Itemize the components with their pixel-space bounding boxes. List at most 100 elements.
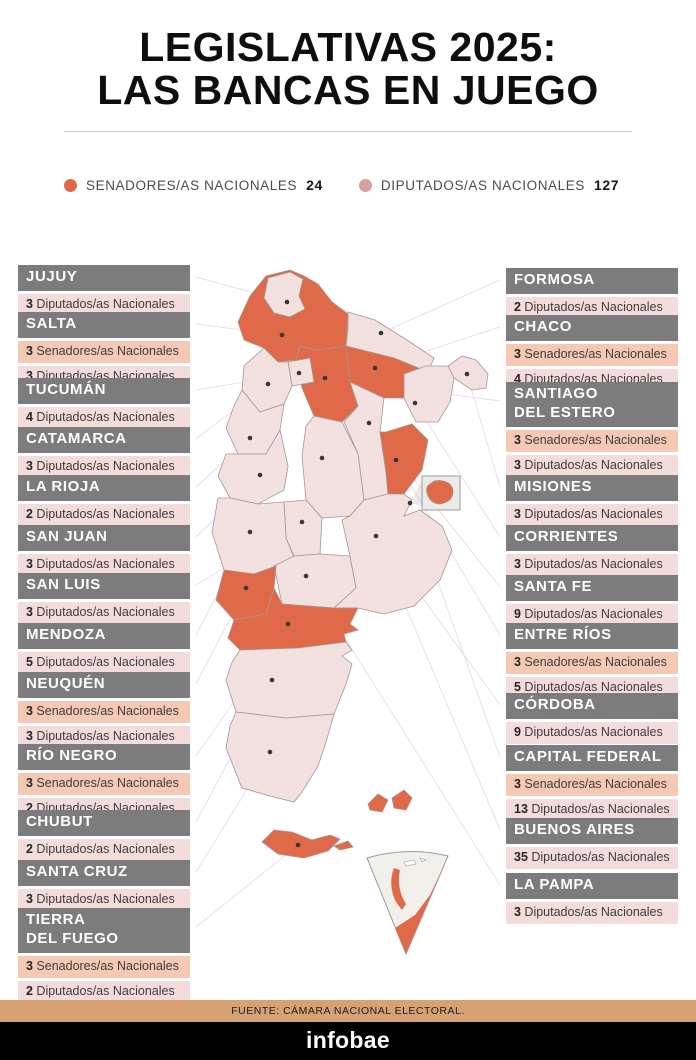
page-title: LEGISLATIVAS 2025: LAS BANCAS EN JUEGO [0, 24, 696, 114]
leader-line-misiones [466, 373, 501, 488]
deputy-seats-row: 3 Diputados/as Nacionales [18, 726, 190, 749]
province-label-la_rioja: LA RIOJA 2 Diputados/as Nacionales [18, 475, 190, 527]
page-title-line2: LAS BANCAS EN JUEGO [97, 67, 599, 114]
province-label-chaco: CHACO 3 Senadores/as Nacionales 4 Diputado… [506, 315, 678, 392]
province-name: CÓRDOBA [506, 693, 678, 719]
senator-seats-row: 3 Senadores/as Nacionales [18, 700, 190, 724]
province-label-tucuman: TUCUMÁN 4 Diputados/as Nacionales [18, 378, 190, 430]
deputy-seats-row: 2 Diputados/as Nacionales [18, 503, 190, 527]
province-name: SANTA FE [506, 575, 678, 601]
seat-count: 3 [26, 958, 33, 973]
province-tierra_del_fuego [333, 840, 354, 851]
source-bar: FUENTE: CÁMARA NACIONAL ELECTORAL. [0, 1000, 696, 1022]
province-marker-formosa [378, 330, 384, 336]
province-label-jujuy: JUJUY 3 Diputados/as Nacionales [18, 265, 190, 317]
province-marker-la_rioja [247, 435, 253, 441]
deputy-seats-row: 3 Diputados/as Nacionales [506, 503, 678, 527]
province-marker-santiago [322, 375, 328, 381]
deputies-dot-icon [358, 178, 372, 192]
inset-connector [410, 480, 422, 506]
legend-deputies-value: 127 [593, 177, 620, 193]
province-label-santa_cruz: SANTA CRUZ 3 Diputados/as Nacionales [18, 860, 190, 912]
province-label-neuquen: NEUQUÉN 3 Senadores/as Nacionales 3 Diputa… [18, 672, 190, 749]
legend-deputies-label: DIPUTADOS/AS NACIONALES [380, 177, 585, 193]
seat-count: 3 [514, 556, 521, 571]
deputy-seats-row: 3 Diputados/as Nacionales [18, 601, 190, 625]
province-label-formosa: FORMOSA 2 Diputados/as Nacionales [506, 268, 678, 320]
province-name: FORMOSA [506, 268, 678, 294]
province-cordoba [301, 415, 365, 519]
deputy-seats-row: 3 Diputados/as Nacionales [18, 888, 190, 912]
map-and-labels: JUJUY 3 Diputados/as Nacionales SALTA 3 Sen… [0, 255, 696, 1004]
province-san_juan [217, 428, 289, 505]
seat-count: 3 [26, 703, 33, 718]
province-marker-rio_negro [285, 621, 291, 627]
province-name: SAN JUAN [18, 525, 190, 551]
province-name: MISIONES [506, 475, 678, 501]
province-buenos_aires [332, 493, 453, 615]
markers-layer [243, 299, 470, 848]
province-label-salta: SALTA 3 Senadores/as Nacionales 3 Diputado… [18, 312, 190, 389]
province-label-san_luis: SAN LUIS 3 Diputados/as Nacionales [18, 573, 190, 625]
province-name: BUENOS AIRES [506, 818, 678, 844]
province-name: LA PAMPA [506, 873, 678, 899]
deputy-seats-row: 4 Diputados/as Nacionales [18, 406, 190, 430]
deputy-seats-row: 2 Diputados/as Nacionales [18, 981, 190, 1004]
province-tierra_del_fuego [391, 789, 413, 811]
province-label-corrientes: CORRIENTES 3 Diputados/as Nacionales [506, 525, 678, 577]
antarctica-claim-south [395, 870, 442, 953]
province-marker-misiones [464, 371, 470, 377]
province-name: CHUBUT [18, 810, 190, 836]
seat-count: 3 [26, 343, 33, 358]
province-name: CHACO [506, 315, 678, 341]
seat-count: 3 [26, 891, 33, 906]
page-title-line1: LEGISLATIVAS 2025: [139, 24, 557, 70]
senators-dot-icon [64, 178, 77, 192]
province-label-capital: CAPITAL FEDERAL 3 Senadores/as Nacionales… [506, 745, 678, 822]
province-marker-buenos_aires [373, 533, 379, 539]
antarctic-peninsula [391, 868, 406, 910]
province-capital [426, 480, 454, 505]
province-marker-jujuy [284, 299, 290, 305]
province-name: SANTA CRUZ [18, 860, 190, 886]
senator-seats-row: 3 Senadores/as Nacionales [506, 773, 678, 797]
province-marker-chubut [269, 677, 275, 683]
seat-count: 2 [514, 299, 521, 314]
province-name: RÍO NEGRO [18, 744, 190, 770]
deputy-seats-row: 3 Diputados/as Nacionales [506, 455, 678, 478]
seat-count: 9 [514, 724, 521, 739]
seat-count: 3 [514, 904, 521, 919]
seat-count: 3 [26, 556, 33, 571]
province-name: SANTIAGO DEL ESTERO [506, 382, 678, 427]
deputy-seats-row: 9 Diputados/as Nacionales [506, 721, 678, 745]
deputy-seats-row: 3 Diputados/as Nacionales [18, 293, 190, 317]
province-chubut [225, 641, 353, 719]
province-label-san_juan: SAN JUAN 3 Diputados/as Nacionales [18, 525, 190, 577]
province-marker-santa_fe [366, 420, 372, 426]
province-marker-santa_cruz [267, 749, 273, 755]
senator-seats-row: 3 Senadores/as Nacionales [506, 343, 678, 367]
leader-line-corrientes [414, 402, 501, 538]
deputy-seats-row: 5 Diputados/as Nacionales [18, 651, 190, 675]
senator-seats-row: 3 Senadores/as Nacionales [18, 772, 190, 796]
province-name: MENDOZA [18, 623, 190, 649]
province-marker-san_luis [299, 519, 305, 525]
deputy-seats-row: 3 Diputados/as Nacionales [506, 553, 678, 577]
provinces-layer [211, 269, 489, 859]
deputy-seats-row: 35 Diputados/as Nacionales [506, 846, 678, 870]
deputy-seats-row: 9 Diputados/as Nacionales [506, 603, 678, 627]
province-name: NEUQUÉN [18, 672, 190, 698]
deputy-seats-row: 2 Diputados/as Nacionales [506, 296, 678, 320]
province-marker-tierra_del_fuego [295, 842, 301, 848]
seat-count: 5 [26, 654, 33, 669]
province-name: ENTRE RÍOS [506, 623, 678, 649]
province-label-rio_negro: RÍO NEGRO 3 Senadores/as Nacionales 2 Dipu… [18, 744, 190, 821]
province-name: CATAMARCA [18, 427, 190, 453]
seat-count: 3 [26, 296, 33, 311]
province-label-chubut: CHUBUT 2 Diputados/as Nacionales [18, 810, 190, 862]
province-name: TIERRA DEL FUEGO [18, 908, 190, 953]
province-marker-la_pampa [303, 573, 309, 579]
brand-bar: infobae [0, 1022, 696, 1060]
province-label-catamarca: CATAMARCA 3 Diputados/as Nacionales [18, 427, 190, 479]
